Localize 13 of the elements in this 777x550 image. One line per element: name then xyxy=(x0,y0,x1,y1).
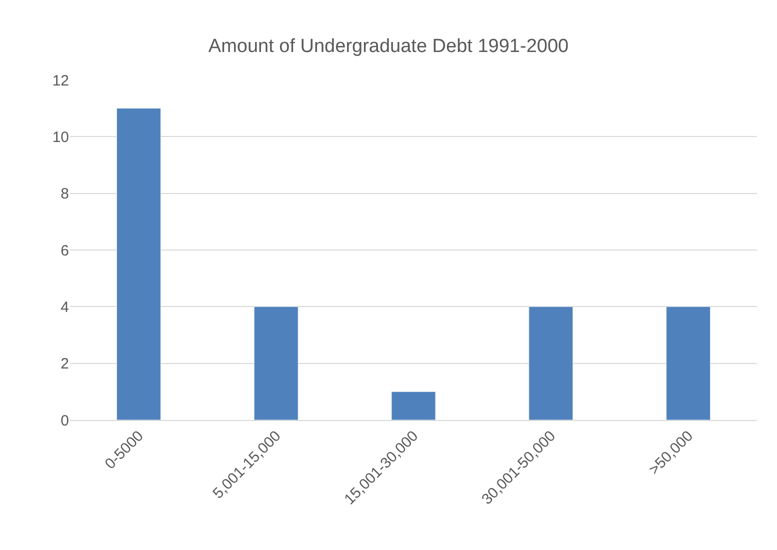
y-tick-label: 10 xyxy=(52,128,69,146)
bar xyxy=(528,306,574,420)
chart-title: Amount of Undergraduate Debt 1991-2000 xyxy=(208,36,569,57)
bar xyxy=(391,391,436,420)
y-tick-label: 12 xyxy=(52,72,69,90)
y-tick-label: 4 xyxy=(60,298,69,316)
bar xyxy=(666,306,711,420)
y-tick-label: 2 xyxy=(60,356,69,373)
bar xyxy=(116,108,161,420)
y-tick-label: 6 xyxy=(60,242,69,260)
bar xyxy=(254,306,298,420)
y-tick-label: 0 xyxy=(60,412,69,430)
y-tick-label: 8 xyxy=(60,186,69,203)
